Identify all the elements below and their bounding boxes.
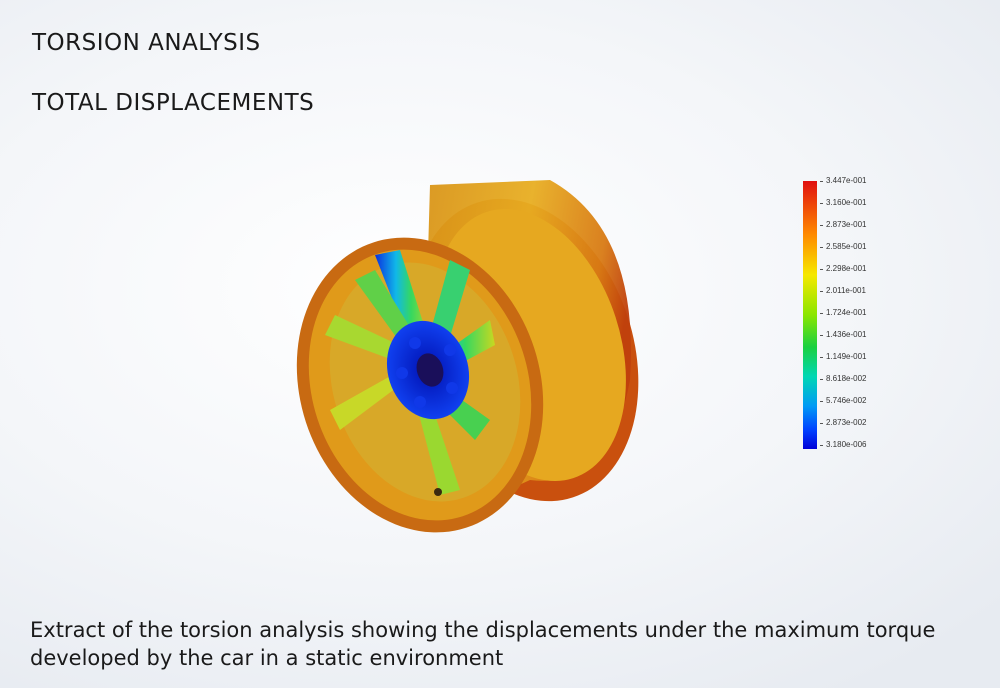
- wheel-fea-render: [296, 180, 639, 533]
- page-title: TORSION ANALYSIS: [32, 30, 261, 56]
- legend-tick: 3.180e-006: [819, 440, 867, 449]
- legend-tick: 2.873e-002: [819, 418, 867, 427]
- page-subtitle: TOTAL DISPLACEMENTS: [32, 90, 315, 116]
- colorbar: [803, 181, 817, 449]
- legend-tick: 1.149e-001: [819, 352, 867, 361]
- color-legend: 3.447e-001 3.160e-001 2.873e-001 2.585e-…: [800, 176, 920, 458]
- legend-tick: 2.873e-001: [819, 220, 867, 229]
- legend-tick: 3.160e-001: [819, 198, 867, 207]
- legend-tick: 1.724e-001: [819, 308, 867, 317]
- legend-tick: 5.746e-002: [819, 396, 867, 405]
- legend-tick: 8.618e-002: [819, 374, 867, 383]
- figure-caption: Extract of the torsion analysis showing …: [30, 618, 936, 670]
- valve-hole: [434, 488, 442, 496]
- legend-tick: 2.011e-001: [820, 286, 866, 295]
- hub-center-bore: [416, 353, 444, 387]
- legend-tick: 3.447e-001: [819, 176, 867, 185]
- legend-tick: 2.585e-001: [819, 242, 867, 251]
- lug-holes: [396, 337, 458, 408]
- legend-tick: 1.436e-001: [819, 330, 867, 339]
- legend-tick: 2.298e-001: [819, 264, 867, 273]
